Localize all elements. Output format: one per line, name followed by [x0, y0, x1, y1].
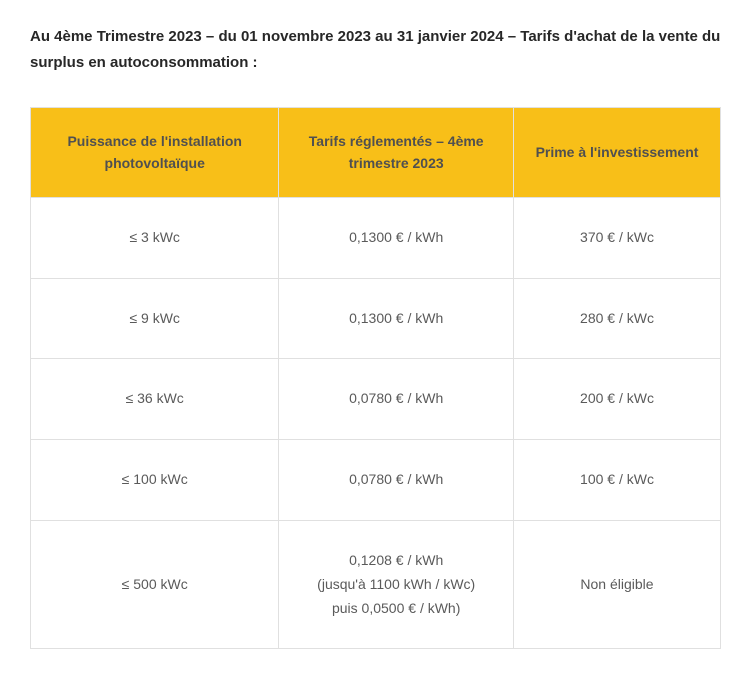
table-body: ≤ 3 kWc0,1300 € / kWh370 € / kWc≤ 9 kWc0…	[31, 197, 721, 649]
section-title: Au 4ème Trimestre 2023 – du 01 novembre …	[30, 24, 721, 75]
cell-prime: 100 € / kWc	[513, 440, 720, 521]
col-header-prime: Prime à l'investissement	[513, 108, 720, 198]
col-header-power: Puissance de l'installation photovoltaïq…	[31, 108, 279, 198]
cell-power: ≤ 9 kWc	[31, 278, 279, 359]
table-row: ≤ 36 kWc0,0780 € / kWh200 € / kWc	[31, 359, 721, 440]
cell-prime: 370 € / kWc	[513, 197, 720, 278]
cell-prime: Non éligible	[513, 520, 720, 648]
table-row: ≤ 100 kWc0,0780 € / kWh100 € / kWc	[31, 440, 721, 521]
cell-prime: 280 € / kWc	[513, 278, 720, 359]
table-row: ≤ 9 kWc0,1300 € / kWh280 € / kWc	[31, 278, 721, 359]
cell-tarif: 0,1300 € / kWh	[279, 197, 514, 278]
table-row: ≤ 3 kWc0,1300 € / kWh370 € / kWc	[31, 197, 721, 278]
cell-power: ≤ 100 kWc	[31, 440, 279, 521]
table-header-row: Puissance de l'installation photovoltaïq…	[31, 108, 721, 198]
cell-tarif: 0,0780 € / kWh	[279, 359, 514, 440]
cell-power: ≤ 36 kWc	[31, 359, 279, 440]
tarif-table: Puissance de l'installation photovoltaïq…	[30, 107, 721, 649]
cell-tarif: 0,0780 € / kWh	[279, 440, 514, 521]
cell-power: ≤ 3 kWc	[31, 197, 279, 278]
cell-tarif: 0,1208 € / kWh(jusqu'à 1100 kWh / kWc)pu…	[279, 520, 514, 648]
cell-prime: 200 € / kWc	[513, 359, 720, 440]
col-header-tarif: Tarifs réglementés – 4ème trimestre 2023	[279, 108, 514, 198]
cell-power: ≤ 500 kWc	[31, 520, 279, 648]
table-row: ≤ 500 kWc0,1208 € / kWh(jusqu'à 1100 kWh…	[31, 520, 721, 648]
cell-tarif: 0,1300 € / kWh	[279, 278, 514, 359]
